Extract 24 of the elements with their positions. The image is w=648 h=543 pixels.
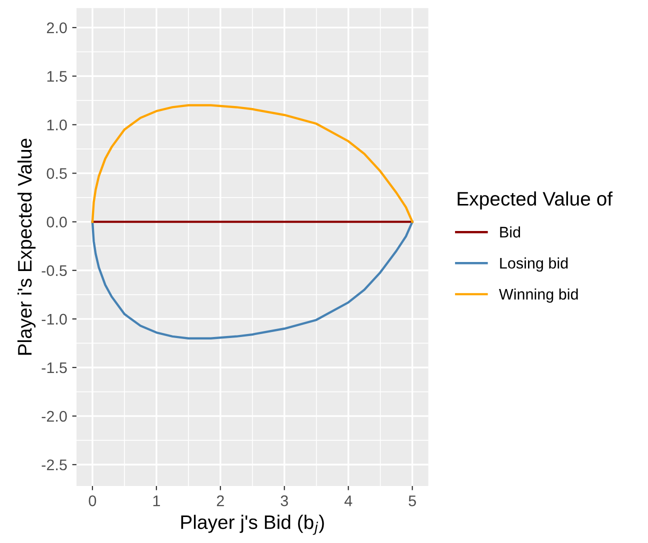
y-tick-label: -2.0 bbox=[42, 410, 67, 422]
y-tick-label: 0.5 bbox=[46, 168, 67, 179]
y-tick-label: 1.0 bbox=[47, 120, 67, 130]
legend-label: Losing bid bbox=[500, 257, 568, 272]
y-tick-label: 1.5 bbox=[47, 71, 67, 82]
x-tick-label: 4 bbox=[344, 496, 352, 506]
x-tick-label: 5 bbox=[408, 496, 416, 506]
x-tick-label: 3 bbox=[280, 495, 288, 506]
legend-label: Winning bid bbox=[498, 288, 578, 303]
x-axis-title: Player j's Bid (b$_{j}$) bbox=[181, 514, 324, 535]
x-tick-label: 0 bbox=[88, 495, 96, 506]
y-tick-label: -0.5 bbox=[42, 265, 67, 276]
line-series bbox=[91, 104, 414, 223]
y-axis-title: Player i's Expected Value bbox=[17, 138, 36, 355]
y-tick-label: -1.0 bbox=[42, 314, 67, 325]
x-tick-label: 1 bbox=[153, 496, 160, 506]
x-tick-label: 2 bbox=[216, 495, 224, 506]
legend-label: Bid bbox=[500, 226, 520, 238]
line-series bbox=[91, 220, 414, 340]
y-tick-label: 2.0 bbox=[46, 22, 67, 34]
y-tick-label: -1.5 bbox=[42, 362, 67, 374]
y-tick-label: 0.0 bbox=[46, 216, 67, 228]
legend-title: Expected Value of bbox=[458, 191, 613, 210]
y-tick-label: -2.5 bbox=[42, 459, 67, 470]
